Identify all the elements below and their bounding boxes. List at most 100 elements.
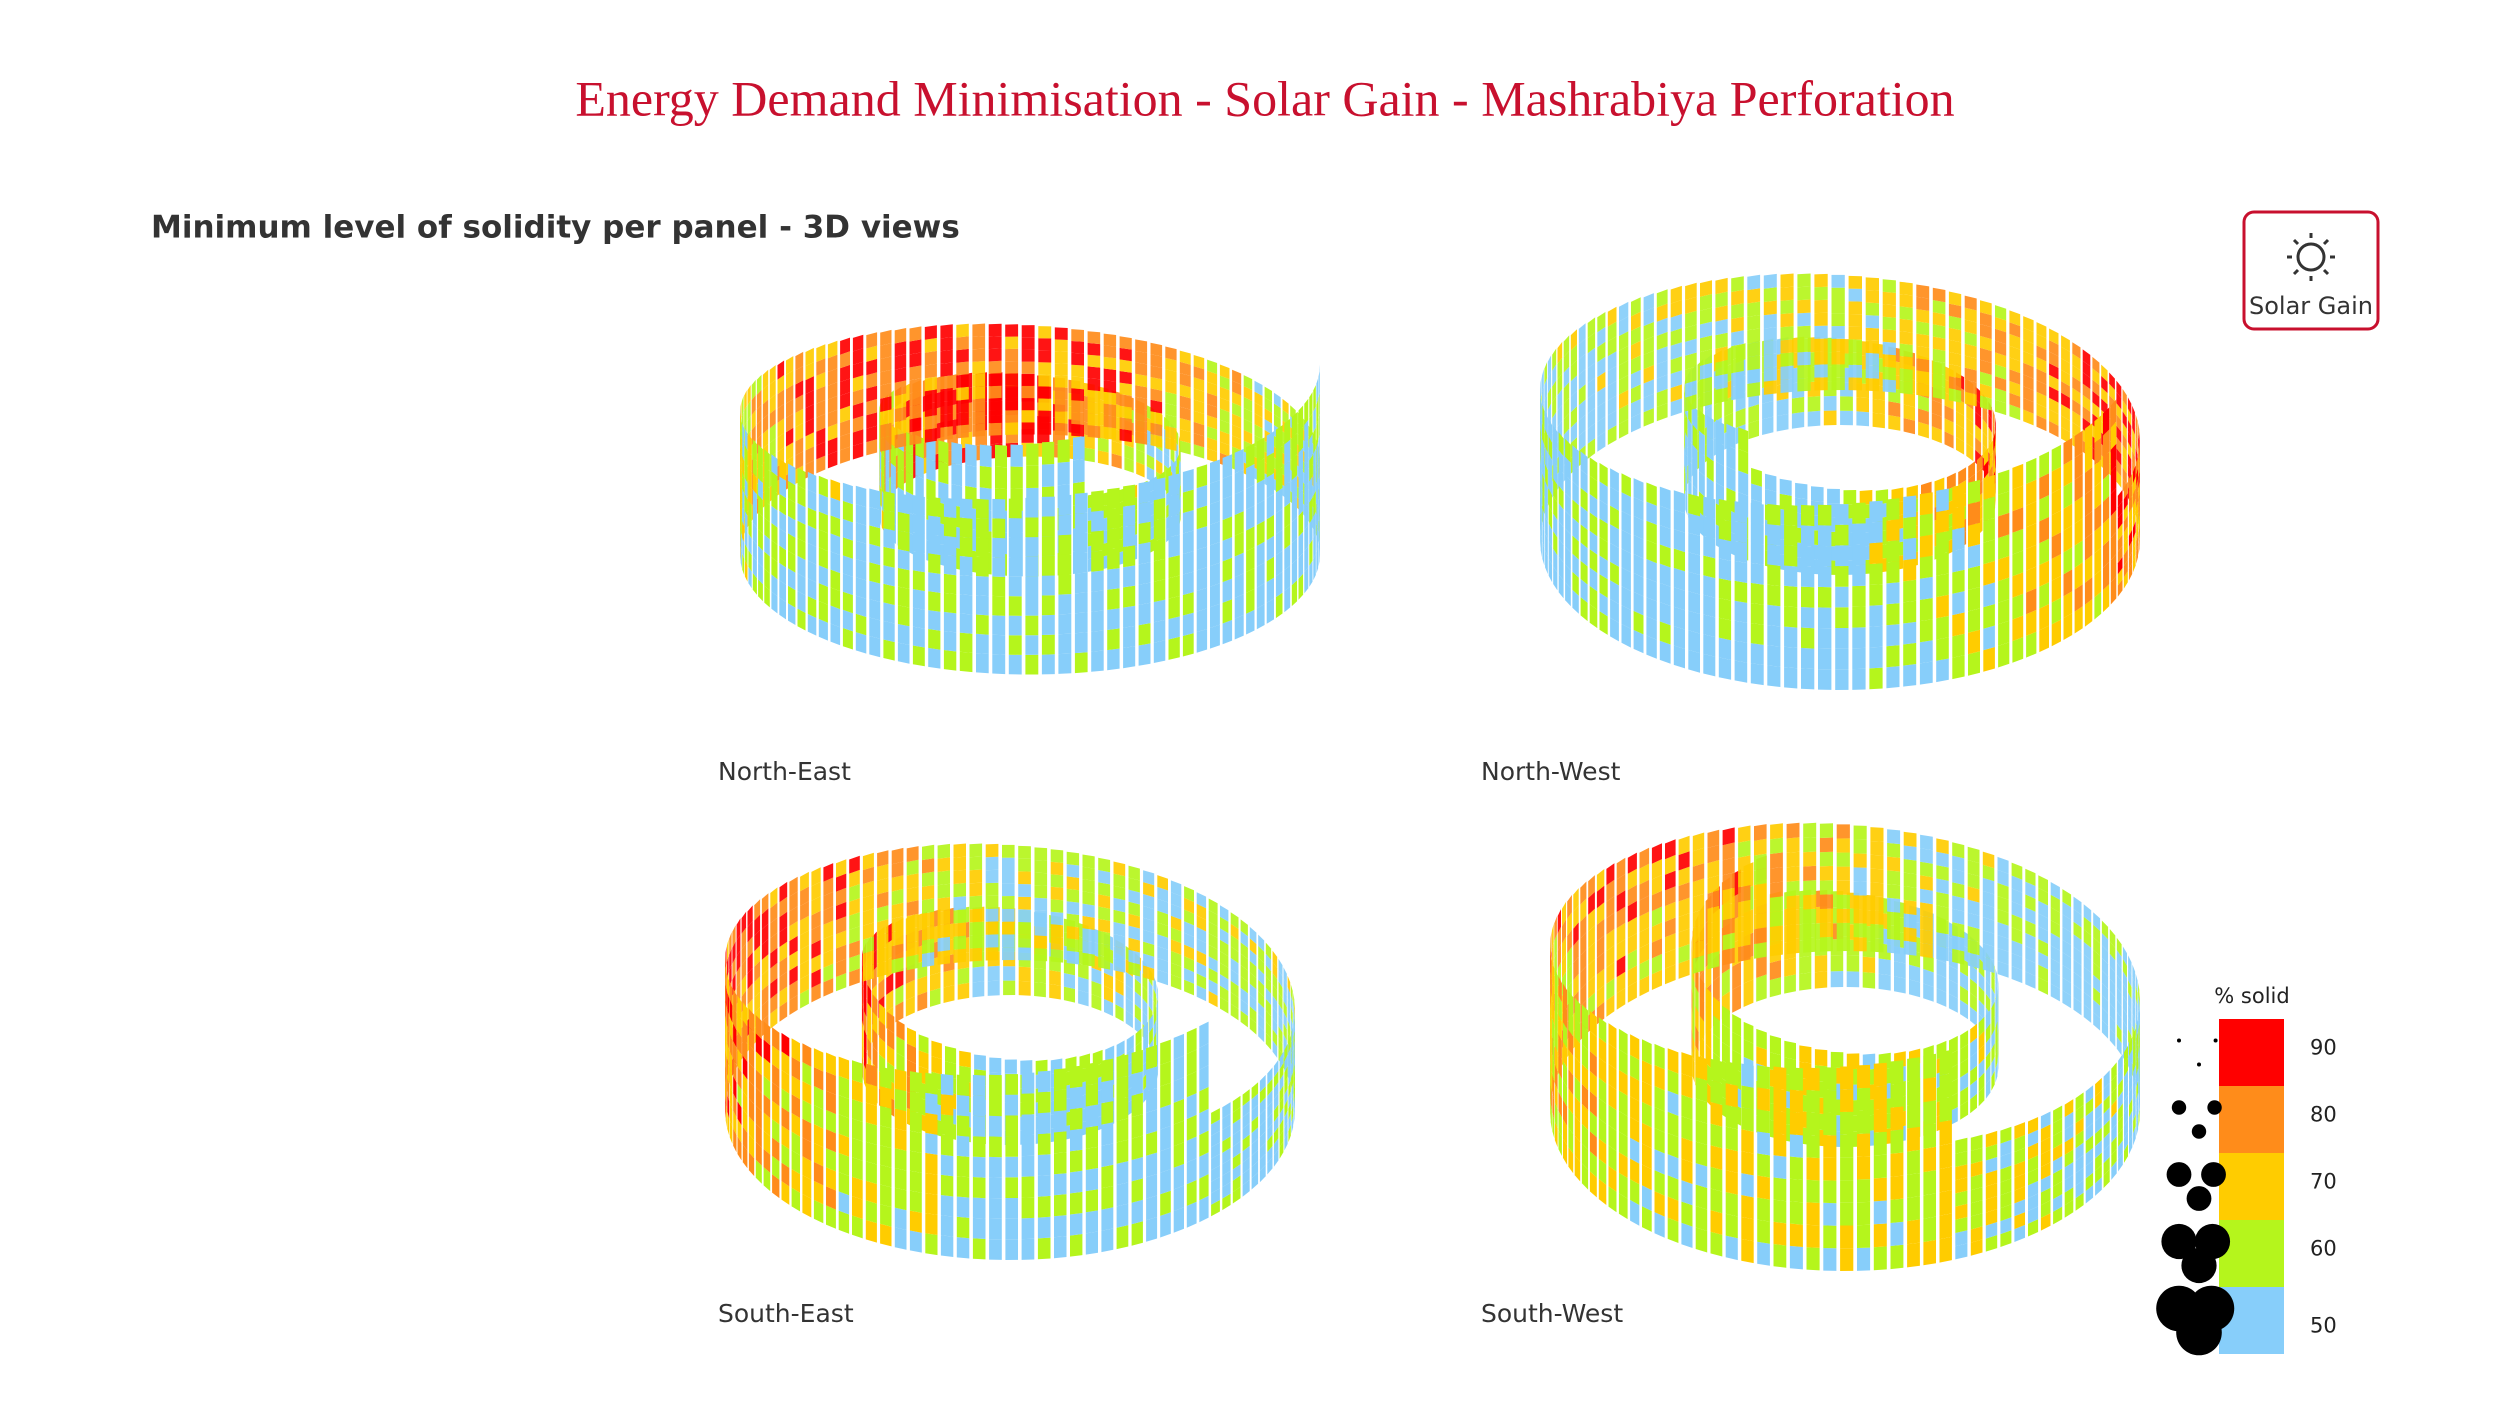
- panel: [1738, 870, 1750, 887]
- panel: [1174, 1164, 1184, 1190]
- panel: [1835, 504, 1848, 525]
- panel: [880, 370, 891, 386]
- panel: [1154, 478, 1166, 501]
- panel: [1051, 849, 1064, 863]
- panel: [1070, 1108, 1082, 1131]
- panel: [1852, 606, 1865, 627]
- panel: [1107, 649, 1119, 671]
- panel: [1246, 568, 1254, 593]
- panel: [1223, 496, 1233, 520]
- panel: [1019, 967, 1031, 982]
- panel: [956, 336, 969, 350]
- panel: [1055, 423, 1068, 436]
- panel: [1055, 363, 1068, 376]
- panel: [1731, 344, 1744, 360]
- panel: [1808, 396, 1821, 412]
- panel: [930, 988, 941, 1007]
- panel: [1754, 883, 1767, 900]
- panel: [1058, 495, 1071, 515]
- panel: [1660, 487, 1671, 510]
- panel: [1998, 470, 2009, 495]
- panel: [1038, 1154, 1051, 1176]
- panel: [954, 870, 967, 884]
- panel: [1904, 941, 1917, 956]
- panel: [1820, 894, 1833, 909]
- panel: [1708, 875, 1720, 893]
- panel: [1055, 327, 1068, 340]
- panel: [1916, 383, 1929, 397]
- panel: [1811, 486, 1824, 501]
- panel: [1781, 300, 1794, 314]
- panel: [1998, 534, 2009, 559]
- panel: [895, 1227, 907, 1249]
- panel: [1104, 380, 1116, 393]
- panel: [1754, 942, 1767, 959]
- panel: [970, 935, 983, 949]
- panel: [2026, 588, 2036, 614]
- panel: [1058, 634, 1071, 655]
- panel: [1070, 1192, 1082, 1215]
- panel: [843, 610, 853, 632]
- panel: [1738, 427, 1748, 452]
- panel: [1025, 616, 1038, 636]
- panel: [1005, 1157, 1018, 1178]
- panel: [1005, 1219, 1018, 1240]
- panel: [1900, 282, 1913, 296]
- panel: [2012, 529, 2023, 555]
- panel: [1160, 1191, 1171, 1216]
- panel: [1900, 331, 1913, 345]
- panel: [1174, 1142, 1184, 1168]
- panel: [1866, 353, 1879, 366]
- panel: [1887, 912, 1900, 927]
- panel: [1055, 387, 1068, 400]
- panel: [989, 348, 1002, 361]
- panel: [1091, 631, 1104, 652]
- panel: [925, 1153, 937, 1175]
- panel: [1022, 1093, 1035, 1114]
- panel: [1998, 642, 2009, 667]
- panel: [1799, 972, 1811, 990]
- panel: [925, 338, 937, 353]
- panel: [1197, 464, 1207, 488]
- panel: [1886, 498, 1899, 520]
- panel: [1751, 583, 1764, 605]
- panel: [1952, 527, 1964, 551]
- panel: [972, 411, 985, 424]
- panel: [1139, 583, 1151, 605]
- panel: [1071, 365, 1084, 378]
- panel: [1049, 984, 1061, 1000]
- panel: [1869, 542, 1882, 564]
- panel: [1900, 294, 1913, 308]
- panel: [1883, 379, 1896, 393]
- panel: [1199, 1152, 1208, 1178]
- panel: [1018, 909, 1031, 922]
- panel: [944, 970, 955, 988]
- panel: [1866, 315, 1879, 328]
- panel: [970, 909, 983, 923]
- panel: [831, 515, 841, 537]
- panel: [1916, 370, 1929, 384]
- panel: [1107, 528, 1119, 550]
- panel: [1187, 1028, 1197, 1054]
- panel: [960, 518, 973, 538]
- panel: [1818, 628, 1831, 649]
- panel: [1787, 939, 1800, 955]
- panel: [1235, 573, 1244, 598]
- panel: [1837, 937, 1850, 951]
- panel: [898, 624, 910, 645]
- panel: [1870, 827, 1883, 842]
- panel: [1873, 399, 1885, 414]
- panel: [976, 557, 989, 577]
- panel: [1870, 882, 1883, 897]
- panel: [940, 362, 952, 376]
- panel: [1688, 572, 1700, 595]
- panel: [1042, 576, 1055, 596]
- panel: [1018, 947, 1031, 960]
- panel: [895, 420, 907, 436]
- panel: [1154, 559, 1166, 582]
- panel: [1674, 529, 1685, 552]
- panel: [1235, 449, 1244, 474]
- panel: [1952, 882, 1964, 898]
- panel: [944, 593, 956, 614]
- panel: [1814, 377, 1827, 390]
